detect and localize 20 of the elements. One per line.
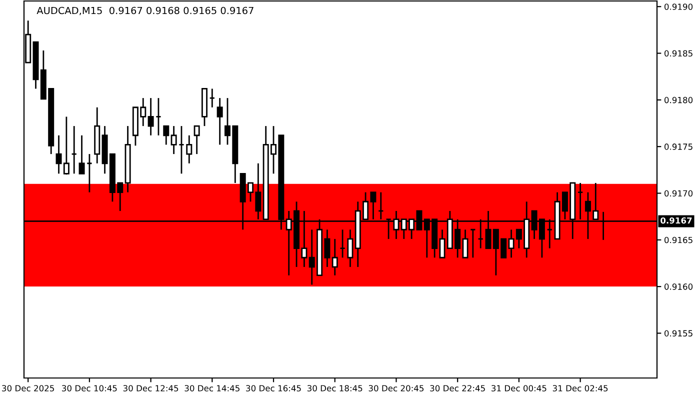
y-tick-label: 0.9185 — [664, 50, 692, 57]
x-tick-label: 30 Dec 10:45 — [62, 385, 117, 392]
x-tick-label: 30 Dec 12:45 — [123, 385, 178, 392]
x-tick-label: 30 Dec 18:45 — [307, 385, 362, 392]
y-tick-label: 0.9175 — [664, 144, 692, 150]
x-tick-label: 30 Dec 16:45 — [246, 385, 301, 392]
y-tick-label: 0.9180 — [664, 96, 693, 104]
x-tick-label: 30 Dec 2025 — [2, 385, 54, 392]
x-tick-label: 31 Dec 00:45 — [492, 385, 546, 392]
y-tick-label: 0.9155 — [664, 330, 692, 336]
x-tick-label: 30 Dec 22:45 — [430, 385, 485, 392]
x-tick-label: 31 Dec 02:45 — [552, 385, 608, 392]
x-tick-label: 30 Dec 14:45 — [184, 385, 240, 392]
y-tick-label: 0.9170 — [664, 190, 693, 197]
y-tick-label: 0.9190 — [664, 4, 693, 10]
ref-line-label: 0.9167 — [660, 217, 692, 224]
y-tick-label: 0.9165 — [664, 236, 692, 244]
y-tick-label: 0.9160 — [664, 284, 693, 290]
text: AUDCAD,M15 0.9167 0.9168 0.9165 0.9167 — [36, 6, 254, 16]
x-tick-label: 30 Dec 20:45 — [368, 385, 424, 392]
